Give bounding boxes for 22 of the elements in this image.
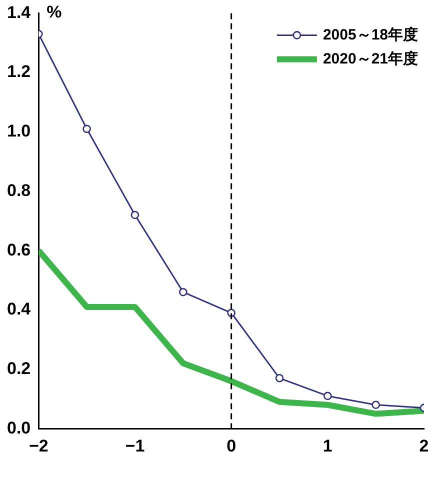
point bbox=[178, 288, 188, 296]
legend-label: 2020～21年度 bbox=[322, 49, 418, 68]
x-tick-label: −1 bbox=[125, 436, 145, 456]
y-axis-title: % bbox=[46, 2, 62, 22]
x-tick-label: 0 bbox=[226, 436, 236, 456]
y-tick-label: 1.2 bbox=[6, 62, 31, 82]
point bbox=[82, 124, 91, 134]
y-tick-label: 0.8 bbox=[6, 180, 31, 200]
point bbox=[324, 392, 332, 400]
point bbox=[130, 210, 140, 220]
x-tick-label: −2 bbox=[28, 436, 48, 456]
legend-label: 2005～18年度 bbox=[322, 25, 418, 44]
x-tick-label: 2 bbox=[419, 436, 429, 456]
point bbox=[372, 400, 380, 410]
y-tick-label: 1.4 bbox=[6, 2, 32, 22]
y-tick-label: 0.6 bbox=[6, 240, 31, 260]
x-tick-label: 1 bbox=[322, 436, 332, 456]
point bbox=[275, 374, 284, 382]
y-tick-label: 1.0 bbox=[6, 122, 31, 141]
y-tick-label: 0.2 bbox=[6, 358, 31, 378]
y-tick-label: 0.0 bbox=[6, 418, 31, 438]
y-tick-label: 0.4 bbox=[6, 300, 32, 319]
